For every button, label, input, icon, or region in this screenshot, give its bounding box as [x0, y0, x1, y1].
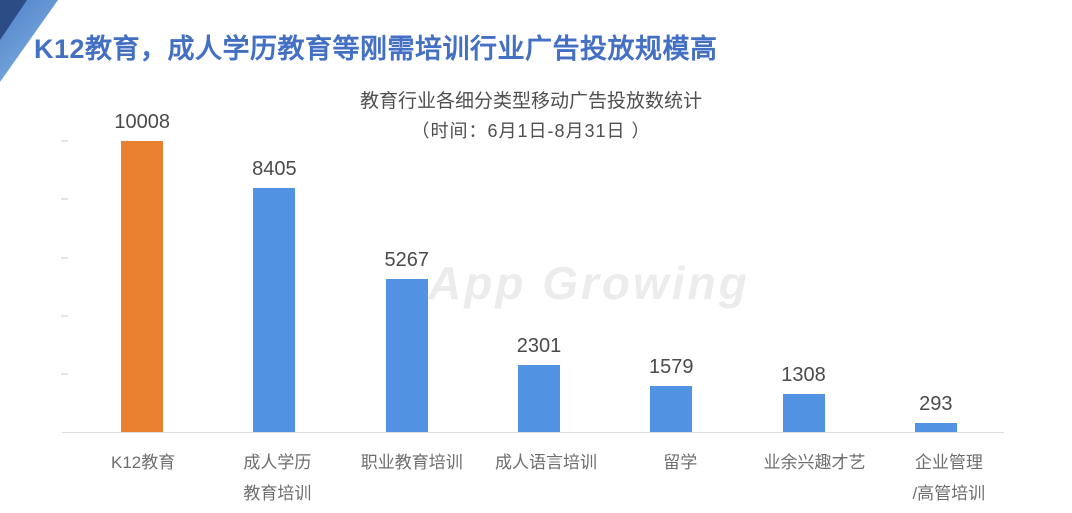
- bar: [121, 141, 164, 432]
- x-axis-label: 职业教育培训: [345, 447, 479, 509]
- chart-subtitle: （时间：6月1日-8月31日 ）: [411, 121, 651, 141]
- y-axis-tick: [61, 372, 68, 375]
- x-axis-label-line: 企业管理: [914, 453, 983, 472]
- bar: [782, 394, 825, 432]
- bar-column: 293: [870, 393, 1002, 432]
- y-axis-tick: [61, 314, 68, 317]
- bar: [914, 423, 957, 432]
- bar-value-label: 1308: [781, 364, 826, 386]
- x-axis-line: [62, 432, 1004, 433]
- appgrowing-watermark: App Growing: [428, 257, 750, 309]
- x-axis-label: 成人语言培训: [479, 447, 613, 509]
- x-axis-labels-row: K12教育 成人学历 教育培训 职业教育培训 成人语言培训 留学 业余兴趣才艺 企业管理/高管…: [76, 447, 1016, 509]
- x-axis-label-line: 职业教育培训: [360, 453, 463, 472]
- bar: [650, 386, 693, 432]
- x-axis-label: K12教育: [76, 447, 210, 509]
- x-axis-label: 留学: [613, 447, 747, 509]
- y-axis-tick: [61, 256, 68, 259]
- bar: [385, 279, 428, 432]
- page-title: K12教育，成人学历教育等刚需培训行业广告投放规模高: [34, 34, 718, 64]
- chart-title: 教育行业各细分类型移动广告投放数统计: [359, 91, 702, 112]
- x-axis-label: 企业管理/高管培训: [882, 447, 1016, 509]
- bar-column: 5267: [341, 249, 473, 432]
- bar-column: 2301: [473, 335, 605, 432]
- x-axis-label-line: 教育培训: [243, 484, 312, 503]
- x-axis-label-line: K12教育: [111, 453, 176, 472]
- x-axis-label-line: /高管培训: [912, 484, 986, 503]
- x-axis-label-line: 留学: [663, 453, 698, 472]
- bar-value-label: 10008: [114, 111, 170, 133]
- x-axis-label: 成人学历 教育培训: [210, 447, 344, 509]
- bar: [253, 188, 296, 432]
- bar-value-label: 5267: [384, 249, 429, 271]
- x-axis-label: 业余兴趣才艺: [747, 447, 881, 509]
- bar-chart-plot-area: 10008 8405 5267 2301 1579 1308 293: [61, 111, 1004, 433]
- bar-value-label: 293: [919, 393, 953, 415]
- bar-value-label: 2301: [516, 335, 562, 357]
- bar-column: 1308: [737, 364, 869, 432]
- x-axis-label-line: 成人学历: [243, 453, 312, 472]
- bar-column: 1579: [605, 356, 737, 432]
- x-axis-label-line: 成人语言培训: [494, 453, 597, 472]
- bar-column: 8405: [208, 158, 340, 432]
- x-axis-label-line: 业余兴趣才艺: [763, 453, 866, 472]
- y-axis-tick: [61, 140, 68, 143]
- bars-row: 10008 8405 5267 2301 1579 1308 293: [76, 111, 1002, 432]
- bar-value-label: 1579: [649, 356, 694, 378]
- y-axis-tick: [61, 198, 68, 201]
- bar-column: 10008: [76, 111, 208, 432]
- bar: [517, 365, 560, 432]
- bar-value-label: 8405: [252, 158, 297, 180]
